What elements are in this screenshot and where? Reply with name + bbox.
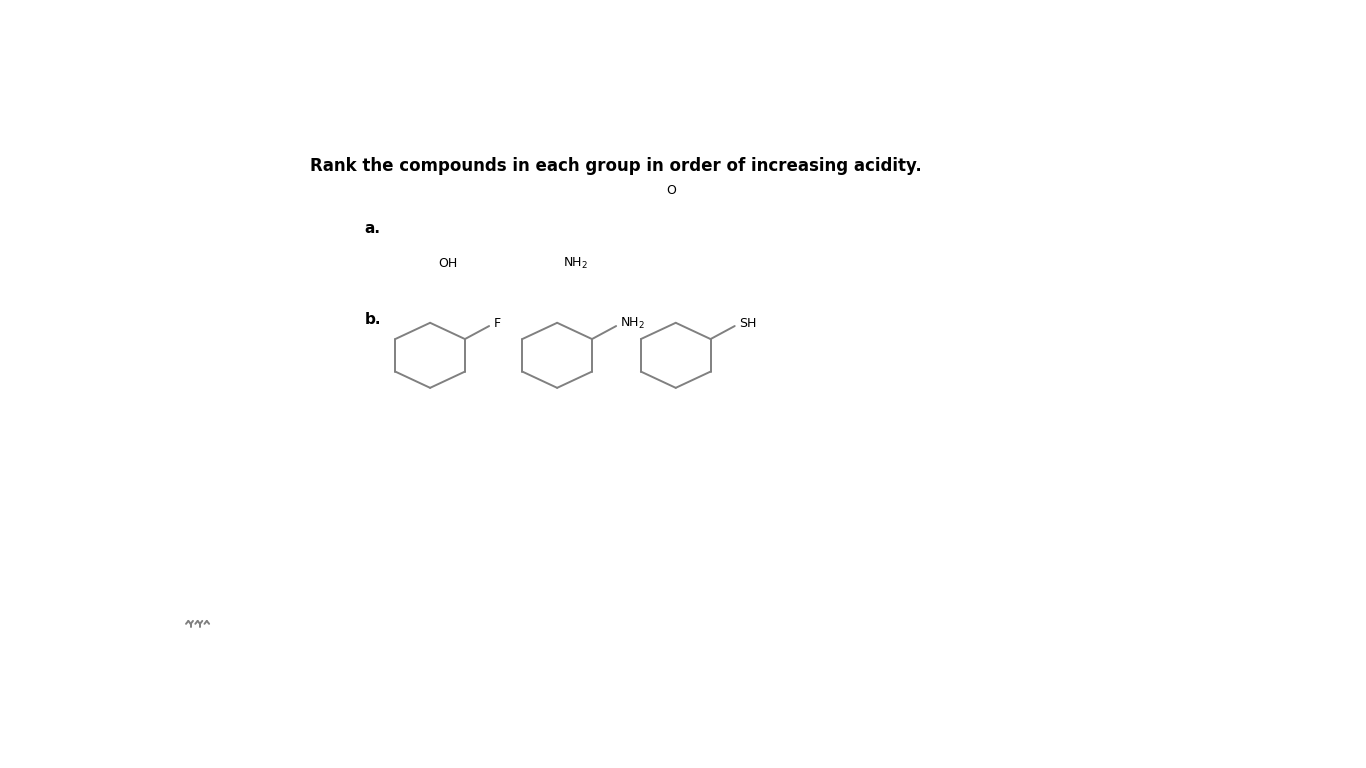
Text: NH$_2$: NH$_2$: [620, 316, 645, 331]
Text: a.: a.: [365, 220, 381, 236]
Text: b.: b.: [365, 313, 381, 327]
Text: F: F: [493, 316, 500, 329]
Text: SH: SH: [739, 316, 757, 329]
Text: OH: OH: [438, 257, 458, 270]
Text: NH$_2$: NH$_2$: [563, 256, 587, 271]
Text: O: O: [667, 184, 676, 197]
Text: Rank the compounds in each group in order of increasing acidity.: Rank the compounds in each group in orde…: [310, 157, 921, 175]
